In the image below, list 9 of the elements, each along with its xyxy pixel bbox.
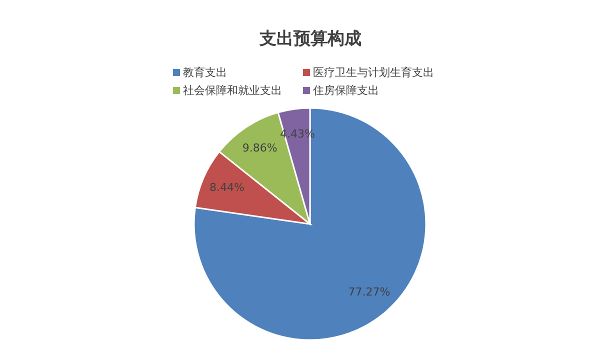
data-label: 9.86%: [242, 142, 278, 155]
legend-label: 住房保障支出: [313, 84, 379, 97]
chart-title: 支出预算构成: [258, 29, 362, 49]
legend-label: 教育支出: [183, 66, 227, 79]
pie-slice: [193, 107, 427, 340]
data-label: 77.27%: [348, 285, 390, 298]
legend-label: 医疗卫生与计划生育支出: [313, 66, 434, 79]
data-label: 8.44%: [209, 181, 244, 194]
legend-label: 社会保障和就业支出: [183, 84, 282, 97]
